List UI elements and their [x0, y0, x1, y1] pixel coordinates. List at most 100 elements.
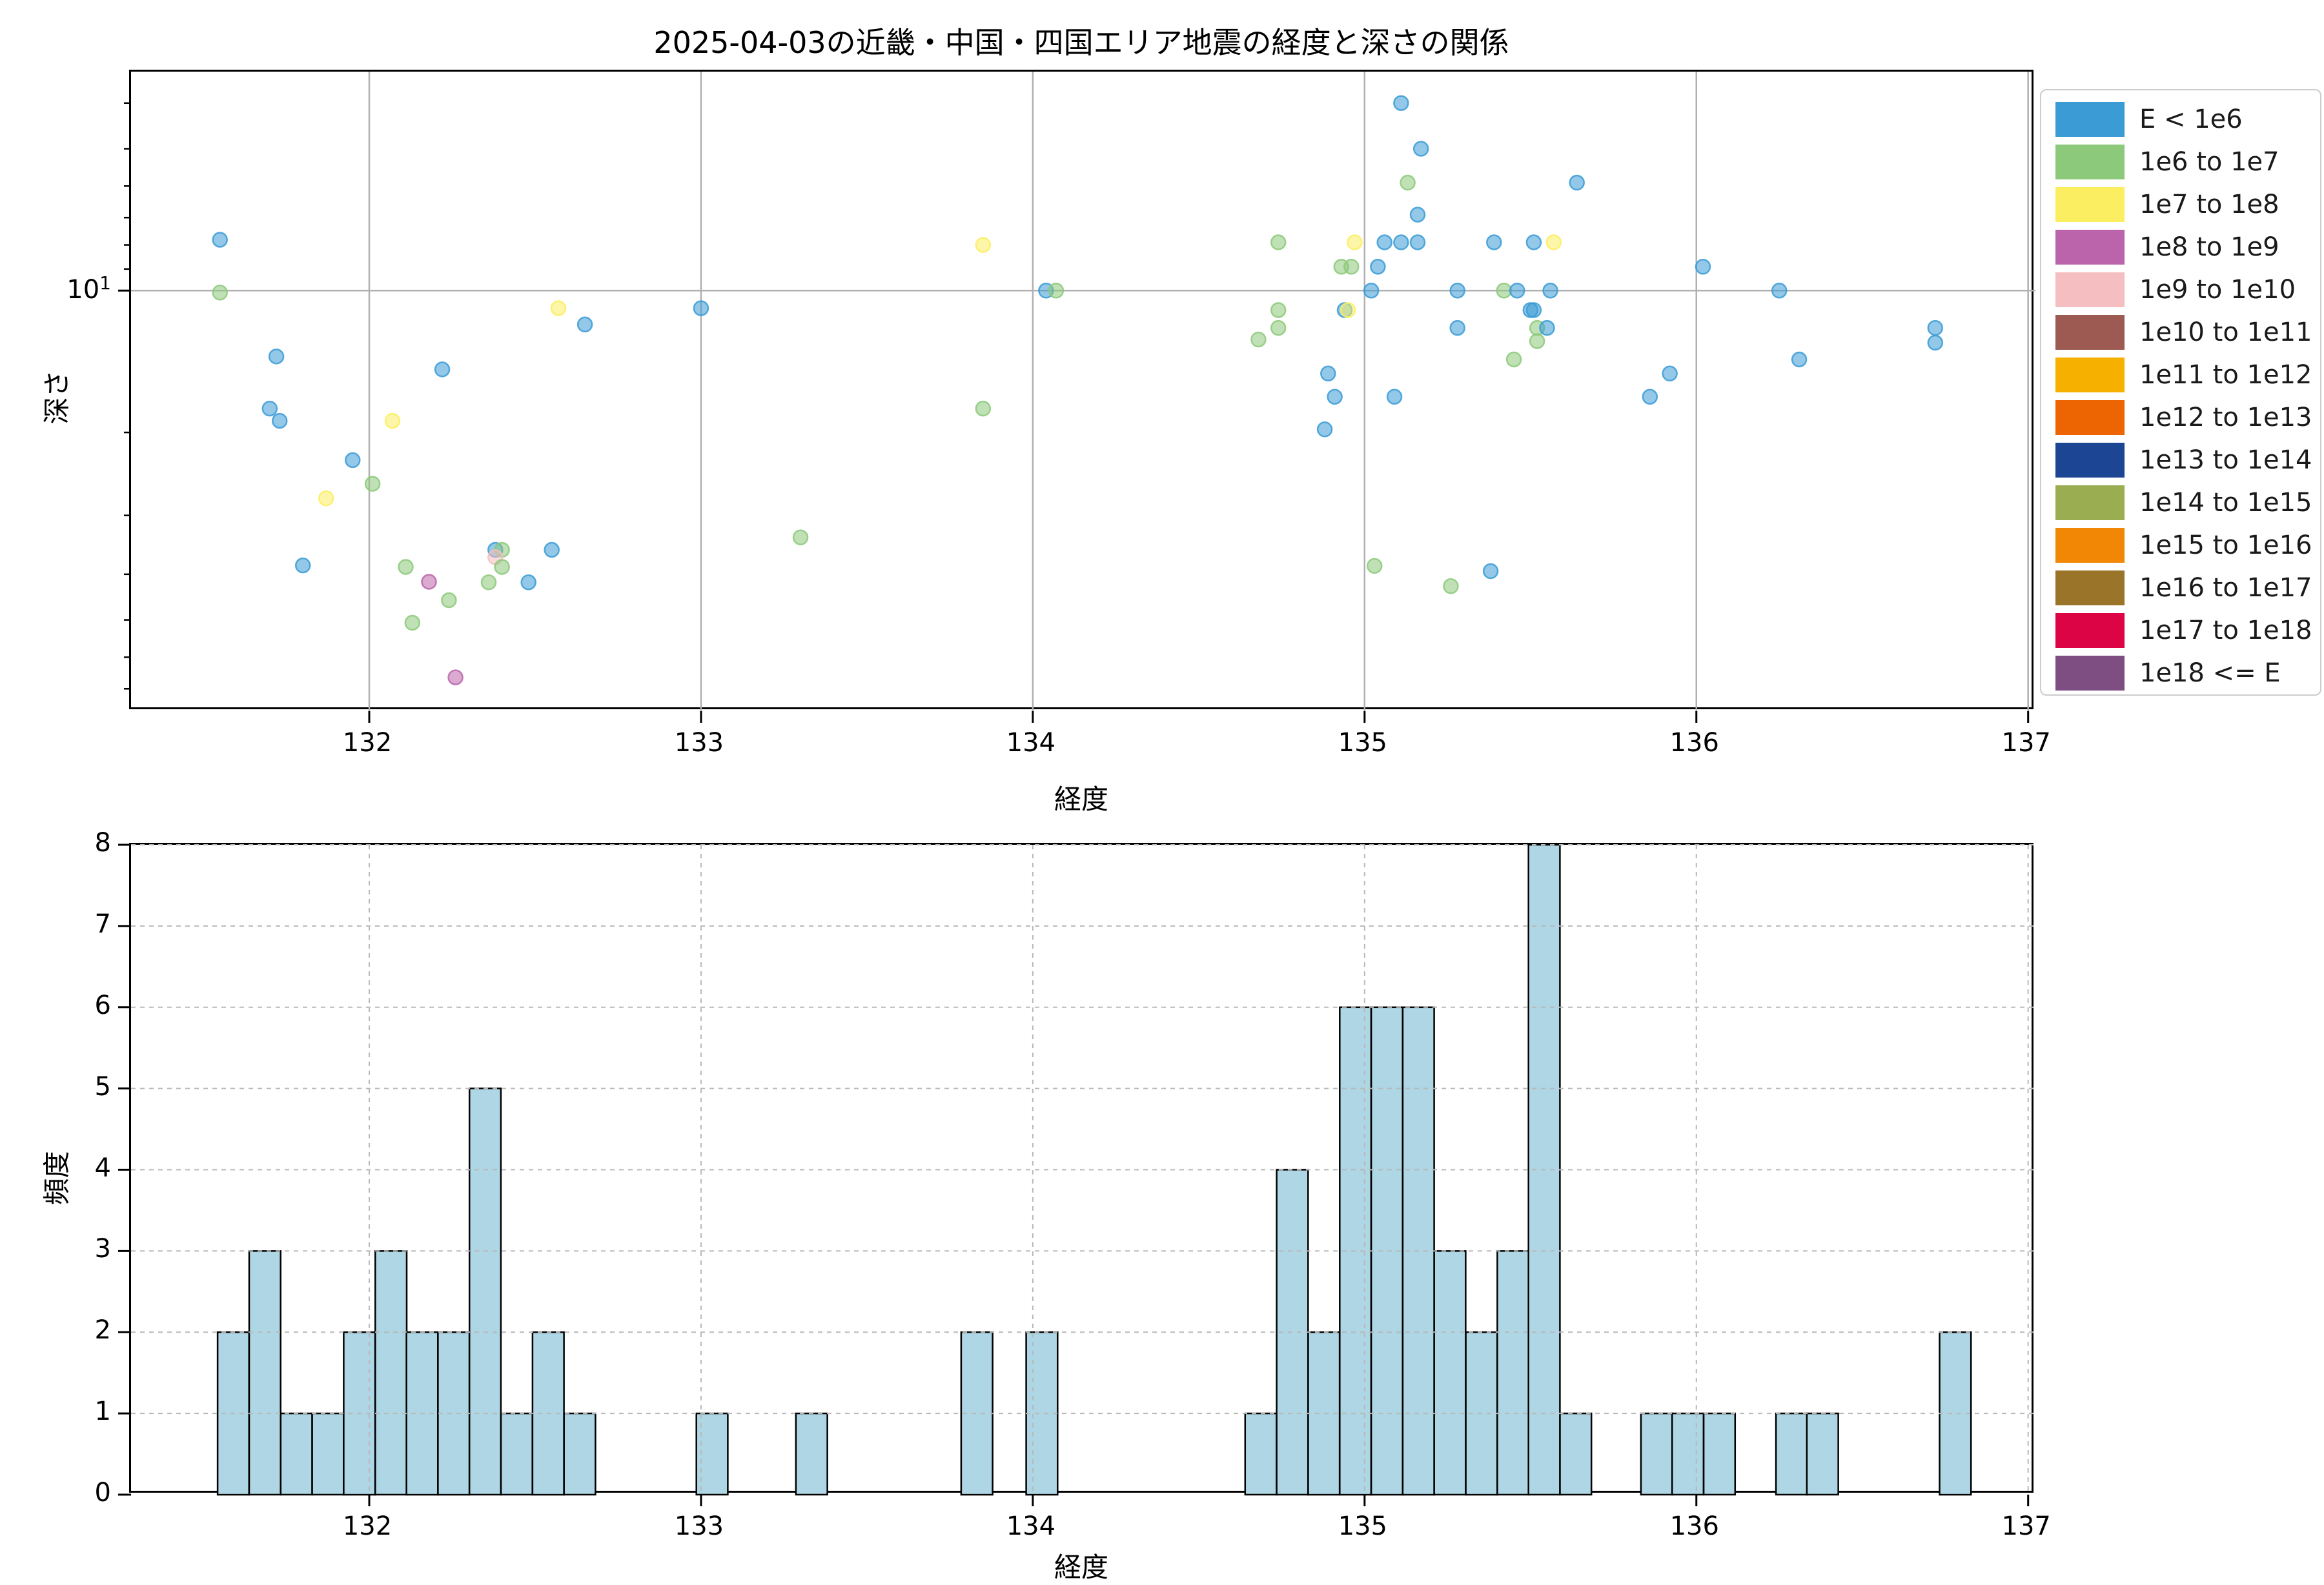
scatter-point	[520, 574, 536, 591]
scatter-point	[318, 490, 334, 507]
scatter-point	[1366, 558, 1383, 574]
histogram-y-tick-label: 7	[94, 909, 111, 939]
legend-swatch	[2055, 400, 2125, 435]
hist-bar	[468, 1087, 502, 1496]
legend-swatch	[2055, 358, 2125, 392]
scatter-point	[1250, 331, 1267, 348]
scatter-point	[1927, 334, 1944, 351]
scatter-point	[1347, 234, 1363, 250]
legend-item: 1e13 to 1e14	[2041, 439, 2320, 481]
legend-label: 1e10 to 1e11	[2139, 318, 2312, 347]
scatter-point	[1642, 389, 1658, 405]
scatter-point	[1327, 389, 1343, 405]
scatter-point	[1340, 302, 1356, 318]
scatter-point	[792, 529, 809, 545]
scatter-point	[1343, 259, 1360, 275]
legend-label: 1e11 to 1e12	[2139, 360, 2312, 390]
hist-bar	[500, 1412, 533, 1496]
legend-item: 1e6 to 1e7	[2041, 141, 2320, 183]
scatter-x-tick-label: 136	[1669, 728, 1719, 758]
legend-label: 1e13 to 1e14	[2139, 445, 2312, 475]
scatter-point	[1542, 283, 1558, 299]
scatter-x-tick-label: 137	[2001, 728, 2051, 758]
scatter-point	[1509, 283, 1525, 299]
scatter-point	[480, 574, 497, 591]
scatter-point	[693, 300, 709, 316]
legend-swatch	[2055, 315, 2125, 350]
scatter-point	[1662, 365, 1678, 382]
scatter-x-tick-label: 132	[342, 728, 392, 758]
scatter-point	[1539, 319, 1555, 336]
legend-swatch	[2055, 443, 2125, 478]
scatter-point	[294, 557, 311, 574]
hist-bar	[563, 1412, 596, 1496]
legend-label: E < 1e6	[2139, 105, 2243, 134]
figure: 2025-04-03の近畿・中国・四国エリア地震の経度と深さの関係 経度 経度 …	[41, 25, 2321, 1583]
legend-item: 1e18 <= E	[2041, 652, 2320, 694]
scatter-point	[1409, 234, 1426, 250]
scatter-xaxis-label: 経度	[1054, 783, 1108, 815]
legend-swatch	[2055, 272, 2125, 307]
hist-bar	[248, 1250, 281, 1496]
legend-swatch	[2055, 528, 2125, 563]
legend-label: 1e12 to 1e13	[2139, 403, 2312, 432]
legend-item: 1e7 to 1e8	[2041, 183, 2320, 226]
scatter-point	[1496, 283, 1512, 299]
scatter-point	[1376, 234, 1392, 250]
hist-bar	[1806, 1412, 1839, 1496]
scatter-point	[1449, 319, 1465, 336]
histogram-xaxis-label: 経度	[1054, 1551, 1108, 1583]
scatter-point	[1443, 578, 1459, 594]
legend-label: 1e7 to 1e8	[2139, 190, 2279, 219]
scatter-point	[494, 559, 510, 575]
scatter-point	[1270, 319, 1287, 336]
hist-bar	[437, 1331, 471, 1496]
scatter-x-tick-label: 134	[1006, 728, 1056, 758]
scatter-point	[1270, 302, 1287, 318]
histogram-x-tick-label: 134	[1006, 1511, 1056, 1541]
legend-swatch	[2055, 145, 2125, 179]
hist-bar	[1640, 1412, 1673, 1496]
legend-item: 1e8 to 1e9	[2041, 226, 2320, 268]
scatter-canvas	[118, 72, 2035, 723]
legend-label: 1e6 to 1e7	[2139, 147, 2279, 177]
scatter-point	[364, 476, 381, 492]
scatter-point	[1386, 389, 1403, 405]
scatter-point	[1569, 174, 1585, 191]
hist-bar	[1559, 1412, 1593, 1496]
scatter-point	[1695, 259, 1711, 275]
legend-label: 1e16 to 1e17	[2139, 573, 2312, 603]
legend-swatch	[2055, 485, 2125, 520]
scatter-point	[1505, 351, 1522, 368]
histogram-x-tick-label: 133	[674, 1511, 724, 1541]
legend-item: 1e16 to 1e17	[2041, 567, 2320, 609]
scatter-point	[398, 559, 414, 575]
scatter-point	[1363, 283, 1380, 299]
hist-bar	[1702, 1412, 1737, 1496]
scatter-title: 2025-04-03の近畿・中国・四国エリア地震の経度と深さの関係	[653, 25, 1509, 60]
hist-bar	[1025, 1331, 1059, 1496]
scatter-point	[1545, 234, 1562, 250]
hist-bar	[280, 1412, 313, 1496]
scatter-point	[212, 232, 228, 248]
scatter-point	[447, 669, 464, 685]
legend-item: 1e15 to 1e16	[2041, 524, 2320, 567]
legend-item: 1e12 to 1e13	[2041, 396, 2320, 439]
scatter-point	[345, 452, 361, 469]
histogram-y-tick-label: 2	[94, 1315, 111, 1346]
histogram-y-tick-label: 3	[94, 1234, 111, 1264]
legend-swatch	[2055, 187, 2125, 222]
scatter-point	[1400, 174, 1416, 191]
scatter-point	[576, 316, 593, 333]
scatter-point	[212, 285, 228, 301]
scatter-point	[441, 592, 457, 609]
legend-swatch	[2055, 613, 2125, 648]
legend-swatch	[2055, 570, 2125, 605]
scatter-plot-area	[118, 70, 2035, 723]
legend-swatch	[2055, 102, 2125, 137]
histogram-x-tick-label: 135	[1338, 1511, 1387, 1541]
energy-legend: E < 1e6 1e6 to 1e7 1e7 to 1e8 1e8 to 1e9 1e9…	[2040, 89, 2321, 696]
histogram-canvas	[118, 843, 2035, 1506]
histogram-y-tick-label: 8	[94, 828, 111, 858]
legend-label: 1e17 to 1e18	[2139, 616, 2312, 645]
